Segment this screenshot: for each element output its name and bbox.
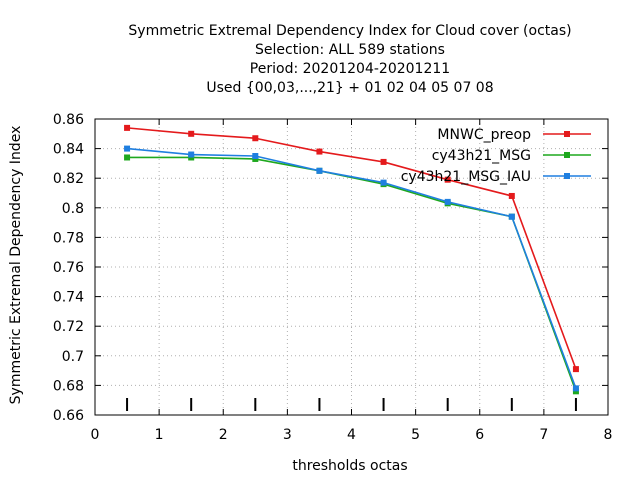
chart-title: Symmetric Extremal Dependency Index for … [128,23,571,96]
data-point [124,154,131,161]
x-tick-label: 8 [604,427,613,443]
y-tick-labels: 0.66 0.68 0.7 0.72 0.74 0.76 0.78 0.8 0.82 0.84 0.… [53,112,84,424]
data-point [508,192,515,199]
title-line-1: Symmetric Extremal Dependency Index for … [128,23,571,39]
x-tick-label: 6 [475,427,484,443]
data-point [572,385,579,392]
legend-marker [564,173,570,179]
data-point [380,158,387,165]
data-point [252,153,259,159]
y-tick-label: 0.76 [53,260,84,276]
data-point [188,151,195,158]
data-point [444,176,451,183]
grid-lines [95,119,608,415]
threshold-marks [126,398,577,411]
y-tick-label: 0.68 [53,378,84,394]
x-tick-label: 0 [91,427,100,443]
data-point [188,130,195,137]
x-tick-label: 2 [219,427,228,443]
data-point [124,124,131,131]
legend-marker [564,152,570,158]
y-axis-label: Symmetric Extremal Dependency Index [8,126,24,405]
x-tick-label: 7 [539,427,548,443]
data-point [316,167,323,174]
series-line [126,127,577,370]
data-point [252,135,259,142]
series-cy43h21_MSG_IAU [124,145,579,392]
series-MNWC_preop [124,124,579,373]
title-line-2: Selection: ALL 589 stations [255,42,445,58]
data-point [508,213,515,220]
x-tick-labels: 0 1 2 3 4 5 6 7 8 [91,427,613,443]
x-axis-label: thresholds octas [292,458,407,474]
data-point [380,179,387,186]
x-tick-label: 1 [155,427,164,443]
title-line-4: Used {00,03,...,21} + 01 02 04 05 07 08 [206,80,493,96]
y-tick-label: 0.7 [62,349,84,365]
series-line [126,147,577,389]
y-tick-label: 0.8 [62,201,84,217]
y-tick-label: 0.78 [53,230,84,246]
legend-label: MNWC_preop [437,127,531,143]
y-tick-label: 0.74 [53,290,84,306]
axis-ticks [94,118,609,416]
title-line-3: Period: 20201204-20201211 [250,61,450,77]
y-tick-label: 0.84 [53,142,84,158]
data-point [572,366,579,373]
legend-label: cy43h21_MSG [432,148,531,164]
x-tick-label: 5 [411,427,420,443]
x-tick-label: 3 [283,427,292,443]
series-cy43h21_MSG [124,154,579,395]
y-tick-label: 0.72 [53,319,84,335]
data-point [316,148,323,155]
legend-marker [564,131,570,137]
data-point [444,198,451,205]
legend: MNWC_preop cy43h21_MSG cy43h21_MSG_IAU [401,127,591,185]
legend-label: cy43h21_MSG_IAU [401,169,531,185]
y-tick-label: 0.82 [53,171,84,187]
series-layer [124,124,579,395]
y-tick-label: 0.66 [53,408,84,424]
y-tick-label: 0.86 [53,112,84,128]
data-point [124,145,131,152]
x-tick-label: 4 [347,427,356,443]
